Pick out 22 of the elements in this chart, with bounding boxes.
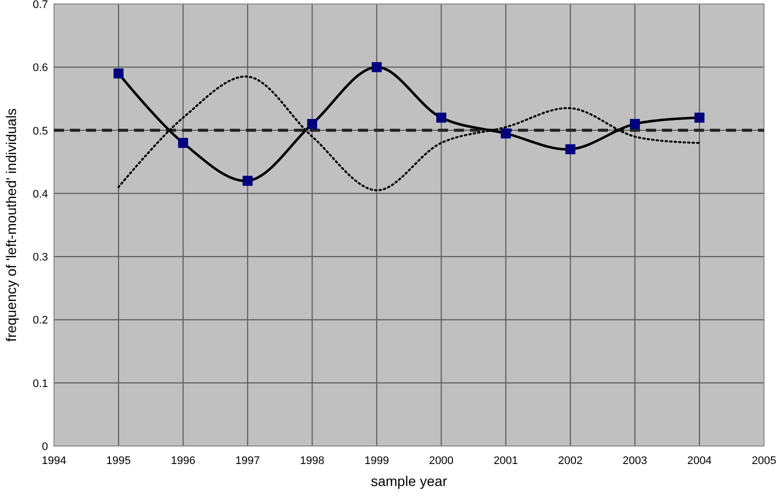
y-tick-label: 0.5 bbox=[32, 125, 48, 138]
x-tick-label: 1997 bbox=[235, 455, 260, 467]
x-tick-label: 1998 bbox=[300, 455, 324, 467]
x-tick-label: 2004 bbox=[687, 455, 712, 467]
y-tick-label: 0.7 bbox=[32, 0, 48, 11]
y-tick-label: 0 bbox=[42, 441, 48, 453]
y-tick-label: 0.6 bbox=[32, 62, 48, 74]
x-axis-title: sample year bbox=[370, 473, 448, 489]
x-tick-label: 2003 bbox=[622, 455, 648, 467]
x-tick-label: 2000 bbox=[429, 455, 454, 467]
x-tick-label: 2005 bbox=[752, 455, 776, 467]
y-tick-label: 0.2 bbox=[32, 314, 48, 327]
y-tick-label: 0.3 bbox=[32, 252, 48, 264]
y-tick-label: 0.1 bbox=[32, 378, 48, 390]
x-tick-label: 1999 bbox=[364, 455, 389, 467]
x-tick-label: 1995 bbox=[106, 455, 131, 467]
y-axis-title: frequency of 'left-mouthed' individuals bbox=[3, 108, 19, 342]
y-tick-label: 0.4 bbox=[32, 188, 48, 200]
x-tick-label: 1994 bbox=[42, 455, 66, 467]
x-tick-label: 1996 bbox=[170, 455, 196, 467]
x-tick-label: 2001 bbox=[494, 455, 518, 467]
x-tick-label: 2002 bbox=[558, 455, 583, 467]
